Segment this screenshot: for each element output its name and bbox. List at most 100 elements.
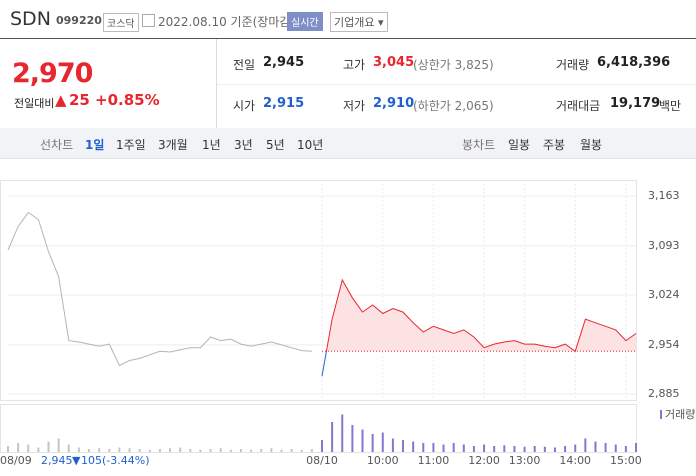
tab[interactable]: 1년 (202, 138, 221, 152)
footer-close: 2,945 (41, 454, 73, 467)
change-value: 25 (69, 91, 90, 109)
realtime-button[interactable]: 실시간 (287, 12, 323, 31)
volume-bar (381, 432, 384, 452)
volume-bar (422, 443, 425, 452)
volume-bar (158, 449, 161, 452)
volume-bar (169, 448, 172, 452)
calendar-icon (142, 14, 155, 27)
y-tick-label: 2,954 (648, 338, 680, 351)
stock-name: SDN (10, 8, 51, 30)
market-badge: 코스닥 (103, 13, 139, 32)
stat-label: 시가 (233, 99, 256, 113)
date: 2022.08.10 기준(장마감) (158, 15, 296, 29)
stat-label: 고가 (343, 58, 366, 72)
y-tick-label: 3,093 (648, 239, 680, 252)
tab[interactable]: 1주일 (116, 138, 146, 152)
tab[interactable]: 5년 (266, 138, 285, 152)
x-tick-label: 11:00 (418, 454, 450, 467)
volume-bar (209, 449, 212, 452)
volume-bar (483, 444, 486, 452)
tab[interactable]: 일봉 (508, 138, 531, 152)
overview-text: 기업개요 (334, 16, 375, 29)
volume-bar (462, 444, 465, 452)
x-tick-label: 12:00 (468, 454, 500, 467)
stat-note: (상한가 3,825) (413, 58, 494, 72)
stat-note: (하한가 2,065) (413, 99, 494, 113)
volume-bar (513, 446, 516, 452)
volume-bar (442, 444, 445, 452)
volume-bar (108, 449, 111, 452)
tab[interactable]: 3년 (234, 138, 253, 152)
tab[interactable]: 3개월 (158, 138, 188, 152)
volume-bar (17, 443, 20, 452)
volume-bar (300, 449, 303, 452)
volume-bar (148, 449, 151, 452)
volume-bar (361, 429, 364, 452)
volume-bar (118, 447, 121, 452)
stat-value: 2,945 (263, 55, 305, 70)
volume-legend-icon (660, 410, 662, 419)
volume-bar (432, 443, 435, 452)
x-tick-label: 10:00 (367, 454, 399, 467)
volume-bar (239, 449, 242, 452)
divider (217, 84, 696, 85)
tab[interactable]: 월봉 (580, 138, 603, 152)
overview-button[interactable]: 기업개요 ▾ (330, 12, 388, 32)
volume-bar (341, 414, 344, 452)
tab-group-label: 선차트 (40, 138, 74, 152)
volume-bar (88, 449, 91, 452)
stat-value: 2,915 (263, 96, 305, 111)
chart-frame (0, 180, 637, 401)
up-icon: ▲ (55, 91, 67, 109)
volume-bar (331, 422, 334, 452)
x-tick-label: 14:00 (559, 454, 591, 467)
down-icon: ▼ (72, 454, 81, 467)
price-line (7, 211, 312, 367)
volume-frame (0, 404, 637, 453)
stat-value: 6,418,396 (597, 55, 671, 70)
volume-bar (624, 446, 627, 452)
volume-bar (138, 449, 141, 452)
tab[interactable]: 1일 (85, 138, 105, 152)
volume-bar (594, 441, 597, 452)
volume-bar (310, 449, 313, 452)
area-fill (322, 280, 636, 352)
volume-bar (391, 438, 394, 452)
volume-bar (270, 448, 273, 452)
stat-value: 2,910 (373, 96, 415, 111)
volume-bar (179, 447, 182, 452)
volume-bar (452, 443, 455, 452)
volume-bar (553, 447, 556, 452)
volume-bar (533, 446, 536, 452)
stat-label: 거래대금 (556, 99, 601, 113)
volume-bar (37, 447, 40, 452)
volume-bar (321, 440, 323, 452)
volume-bar (412, 441, 415, 452)
volume-bar (47, 441, 50, 452)
stat-label: 거래량 (556, 58, 590, 72)
volume-bar (472, 446, 475, 452)
stat-label: 저가 (343, 99, 366, 113)
stat-value: 3,045 (373, 55, 415, 70)
volume-bar (57, 438, 60, 452)
volume-bar (67, 444, 70, 452)
volume-bar (229, 449, 232, 452)
tab[interactable]: 10년 (297, 138, 324, 152)
stat-label: 전일 (233, 58, 256, 72)
footer-percent: (-3.44%) (102, 454, 150, 467)
volume-bar (250, 449, 253, 452)
volume-bar (543, 446, 546, 452)
volume-bar (523, 446, 526, 452)
volume-bar (614, 444, 617, 452)
tab-group-label: 봉차트 (462, 138, 496, 152)
volume-bar (493, 446, 496, 452)
change-percent: +0.85% (95, 91, 160, 109)
tab[interactable]: 주봉 (543, 138, 566, 152)
volume-bar (189, 449, 192, 452)
x-tick-label: 08/10 (306, 454, 338, 467)
x-tick-label: 15:00 (610, 454, 642, 467)
volume-bar (280, 449, 283, 452)
volume-bar (604, 443, 607, 452)
volume-bar (574, 444, 577, 452)
